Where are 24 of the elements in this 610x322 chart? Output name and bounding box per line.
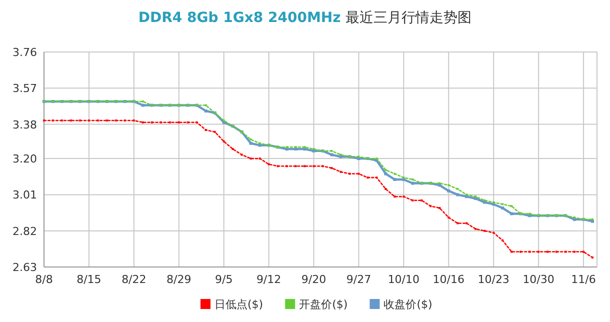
x-tick-label: 10/23 <box>478 273 510 286</box>
x-tick-label: 10/30 <box>522 273 554 286</box>
x-tick-label: 8/8 <box>35 273 53 286</box>
x-tick-label: 8/15 <box>76 273 102 286</box>
legend-label: 开盘价($) <box>299 298 348 311</box>
y-tick-label: 3.76 <box>12 46 37 59</box>
y-tick-label: 3.20 <box>12 152 37 166</box>
chart-title: DDR4 8Gb 1Gx8 2400MHz 最近三月行情走势图 <box>138 10 472 26</box>
x-tick-label: 11/6 <box>571 273 596 286</box>
x-tick-label: 9/5 <box>214 273 233 286</box>
y-tick-label: 3.01 <box>12 188 37 202</box>
x-tick-label: 9/12 <box>256 273 282 286</box>
x-tick-label: 9/20 <box>301 273 326 286</box>
x-tick-label: 9/27 <box>346 273 372 286</box>
y-tick-label: 2.63 <box>12 261 37 274</box>
legend-label: 收盘价($) <box>384 298 432 311</box>
x-tick-label: 10/16 <box>432 273 464 286</box>
y-tick-label: 3.38 <box>12 118 37 132</box>
x-tick-label: 8/22 <box>122 273 146 286</box>
y-tick-label: 2.82 <box>12 224 37 238</box>
x-tick-label: 8/29 <box>166 273 192 286</box>
y-tick-label: 3.57 <box>12 82 37 96</box>
legend-label: 日低点($) <box>214 298 264 311</box>
x-tick-label: 10/10 <box>388 273 420 286</box>
